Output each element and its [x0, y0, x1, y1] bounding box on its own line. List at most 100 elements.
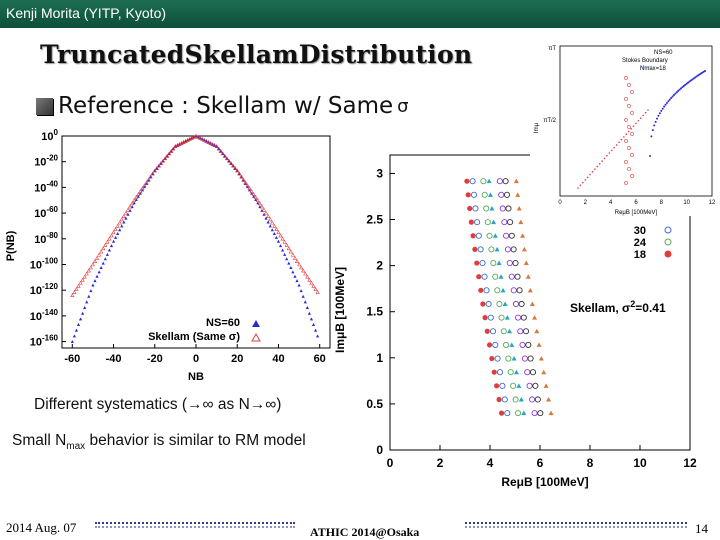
chart2-xtick-label: 2 — [437, 456, 444, 470]
skellam-point — [272, 223, 277, 228]
skellam-annotation: Skellam, σ2=0.41 — [570, 299, 666, 315]
footer-divider-left — [95, 522, 295, 526]
systematics-text: Different systematics (→∞ as N→∞) — [34, 396, 282, 413]
legend-30-marker — [664, 226, 672, 234]
zero-point — [490, 368, 498, 376]
zero-point — [529, 301, 535, 306]
ns60-point — [276, 239, 281, 243]
ns60-point — [78, 317, 83, 321]
ns60-point — [283, 252, 287, 256]
inset-point — [685, 82, 688, 85]
inset-point — [584, 179, 587, 181]
zero-point — [512, 396, 519, 403]
inset-point — [624, 181, 628, 185]
ns60-point — [233, 166, 237, 170]
inset-point — [596, 165, 599, 168]
zero-point — [510, 246, 517, 253]
inset-nmax-label: Nmax=18 — [640, 66, 667, 72]
inset-point — [670, 96, 673, 99]
inset-point — [687, 81, 690, 84]
chart1-xtick-label: 0 — [193, 353, 199, 365]
skellam-point — [123, 210, 129, 215]
inset-point — [665, 101, 668, 104]
skellam-point — [251, 192, 256, 197]
inset-point — [625, 133, 628, 136]
zero-point — [521, 410, 527, 416]
skellam-point — [165, 153, 170, 158]
zero-point — [503, 191, 511, 198]
skellam-point — [233, 166, 238, 170]
zero-point — [506, 259, 513, 267]
inset-point — [630, 153, 634, 157]
ns60-point — [305, 306, 309, 310]
skellam-point — [150, 171, 155, 176]
ns60-point — [120, 224, 124, 228]
inset-ns-label: NS=60 — [654, 50, 673, 56]
skellam-point — [257, 201, 263, 206]
ns60-point — [299, 289, 303, 293]
zero-point — [525, 341, 532, 348]
ns60-point — [85, 300, 89, 304]
reference-symbol: σ — [397, 95, 409, 117]
ns60-point — [111, 239, 116, 243]
chart1-ytick-label: 10-140 — [30, 308, 59, 323]
skellam-point — [90, 262, 96, 267]
footer-date: 2014 Aug. 07 — [6, 520, 77, 535]
ns60-point — [231, 164, 235, 168]
zero-point — [500, 287, 506, 293]
skellam-point — [113, 226, 118, 231]
skellam-point — [195, 134, 201, 139]
inset-point — [606, 154, 608, 157]
skellam-point — [158, 161, 164, 166]
skellam-point — [132, 198, 137, 202]
skellam-point — [228, 161, 234, 166]
zero-point — [516, 383, 522, 388]
zero-point — [529, 396, 536, 403]
reference-line: Reference : Skellam w/ Same σ — [36, 93, 409, 119]
skellam-point — [255, 198, 260, 202]
chart2-xtick-label: 12 — [683, 456, 697, 470]
skellam-point — [253, 195, 258, 199]
zero-point — [467, 218, 475, 226]
zero-point — [494, 246, 500, 252]
zero-point — [494, 287, 501, 294]
zero-point — [496, 300, 503, 308]
zero-point — [505, 205, 512, 212]
inset-point — [627, 130, 630, 133]
zero-point — [516, 287, 523, 294]
inset-point — [671, 95, 674, 98]
skellam-point — [140, 186, 145, 191]
chart1-xtick-label: 40 — [272, 353, 284, 365]
zero-point — [469, 178, 476, 185]
zero-point — [485, 300, 492, 308]
inset-xtick-label: 2 — [584, 200, 588, 206]
skellam-point — [156, 163, 161, 168]
ns60-point — [307, 311, 311, 315]
ns60-point — [291, 270, 295, 274]
ns60-point — [124, 216, 128, 220]
inset-point — [630, 128, 632, 130]
skellam-point — [162, 156, 168, 161]
zero-point — [488, 355, 496, 362]
zero-point — [483, 287, 490, 294]
inset-xtick-label: 8 — [660, 200, 664, 206]
ns60-point — [295, 279, 299, 283]
inset-stokes-label: Stokes Boundary — [622, 58, 668, 64]
probability-chart: 100 10-20 10-40 10-60 10-80 10-100 10-120 10-14… — [5, 128, 331, 383]
ns60-point — [316, 334, 320, 338]
ns60-point — [309, 317, 314, 321]
ns60-point — [116, 232, 120, 236]
zero-point — [524, 369, 531, 376]
inset-point — [635, 122, 637, 125]
ns60-point — [72, 334, 76, 338]
inset-frame — [559, 45, 713, 197]
ns60-point — [293, 274, 297, 278]
zero-point — [510, 287, 517, 294]
ns60-point — [227, 159, 231, 163]
inset-point — [660, 109, 663, 112]
skellam-point — [226, 158, 232, 163]
zero-point — [517, 328, 524, 335]
inset-point — [672, 94, 675, 97]
zero-point — [481, 191, 488, 198]
skellam-point — [134, 195, 139, 199]
